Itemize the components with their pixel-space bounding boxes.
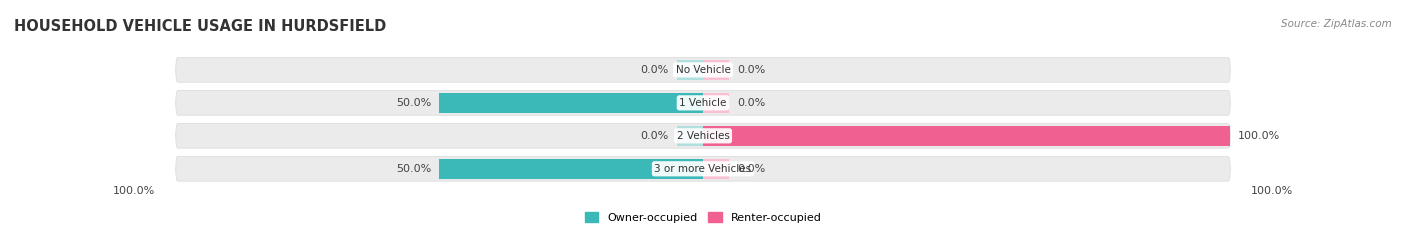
Text: Source: ZipAtlas.com: Source: ZipAtlas.com: [1281, 19, 1392, 29]
Text: 0.0%: 0.0%: [641, 65, 669, 75]
Bar: [676, 60, 703, 80]
FancyBboxPatch shape: [176, 157, 1230, 181]
Text: 100.0%: 100.0%: [1251, 186, 1294, 196]
Legend: Owner-occupied, Renter-occupied: Owner-occupied, Renter-occupied: [581, 207, 825, 227]
Bar: [703, 60, 730, 80]
Bar: [703, 159, 730, 179]
FancyBboxPatch shape: [176, 91, 1230, 115]
Bar: [439, 93, 703, 113]
FancyBboxPatch shape: [176, 58, 1230, 82]
Text: 100.0%: 100.0%: [112, 186, 155, 196]
Text: 2 Vehicles: 2 Vehicles: [676, 131, 730, 141]
Bar: [676, 126, 703, 146]
Text: 1 Vehicle: 1 Vehicle: [679, 98, 727, 108]
Bar: [703, 126, 1230, 146]
Text: 0.0%: 0.0%: [641, 131, 669, 141]
Text: No Vehicle: No Vehicle: [675, 65, 731, 75]
Text: 0.0%: 0.0%: [737, 164, 765, 174]
Text: 100.0%: 100.0%: [1239, 131, 1281, 141]
Text: 0.0%: 0.0%: [737, 98, 765, 108]
Text: HOUSEHOLD VEHICLE USAGE IN HURDSFIELD: HOUSEHOLD VEHICLE USAGE IN HURDSFIELD: [14, 19, 387, 34]
Bar: [703, 93, 730, 113]
Text: 50.0%: 50.0%: [396, 164, 432, 174]
FancyBboxPatch shape: [176, 124, 1230, 148]
Text: 0.0%: 0.0%: [737, 65, 765, 75]
Text: 50.0%: 50.0%: [396, 98, 432, 108]
Text: 3 or more Vehicles: 3 or more Vehicles: [654, 164, 752, 174]
Bar: [439, 159, 703, 179]
